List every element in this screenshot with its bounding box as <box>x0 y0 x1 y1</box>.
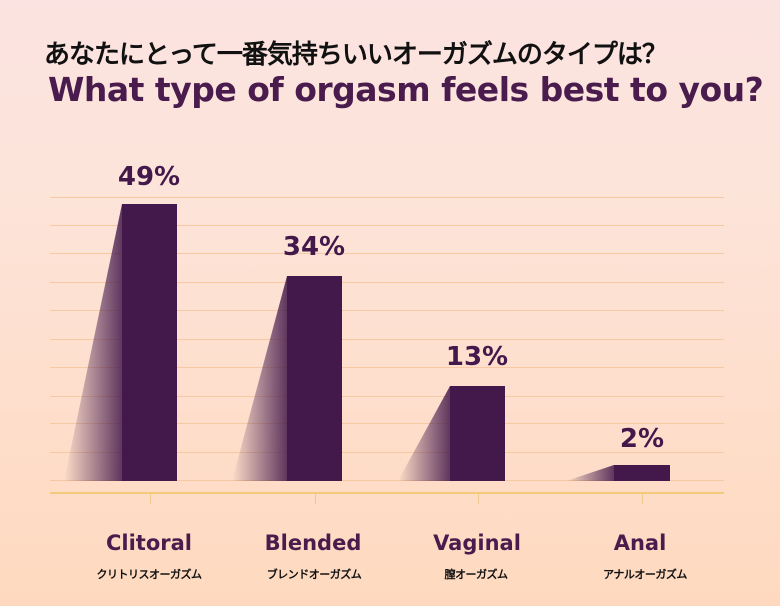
gridline <box>50 225 724 226</box>
gridline <box>50 423 724 424</box>
x-axis-line <box>50 492 724 494</box>
gridline <box>50 339 724 340</box>
value-label-anal: 2% <box>619 424 665 454</box>
gridline <box>50 253 724 254</box>
bar-anal <box>614 465 670 481</box>
category-label-jp-blended: ブレンドオーガズム <box>266 568 362 581</box>
value-label-blended: 34% <box>282 232 346 262</box>
x-axis-tick <box>150 494 151 504</box>
category-label-anal: Anal <box>613 531 667 555</box>
x-axis-tick <box>478 494 479 504</box>
gridline <box>50 367 724 368</box>
bar-vaginal <box>450 386 505 481</box>
category-label-jp-clitoral: クリトリスオーガズム <box>96 568 203 581</box>
category-label-jp-vaginal: 膣オーガズム <box>444 568 509 581</box>
gridline <box>50 310 724 311</box>
category-label-vaginal: Vaginal <box>433 531 521 555</box>
gridline <box>50 452 724 453</box>
category-label-clitoral: Clitoral <box>106 531 192 555</box>
category-label-jp-anal: アナルオーガズム <box>603 568 687 581</box>
title-english: What type of orgasm feels best to you? <box>48 70 764 109</box>
value-label-clitoral: 49% <box>117 162 181 192</box>
bar-blended <box>287 276 342 481</box>
category-label-blended: Blended <box>264 531 362 555</box>
x-axis-tick <box>315 494 316 504</box>
value-label-vaginal: 13% <box>445 342 509 372</box>
gridline <box>50 480 724 481</box>
gridline <box>50 197 724 198</box>
gridline <box>50 396 724 397</box>
bar-clitoral <box>122 204 177 481</box>
title-japanese: あなたにとって一番気持ちいいオーガズムのタイプは？ <box>44 40 668 70</box>
x-axis-tick <box>642 494 643 504</box>
gridline <box>50 282 724 283</box>
